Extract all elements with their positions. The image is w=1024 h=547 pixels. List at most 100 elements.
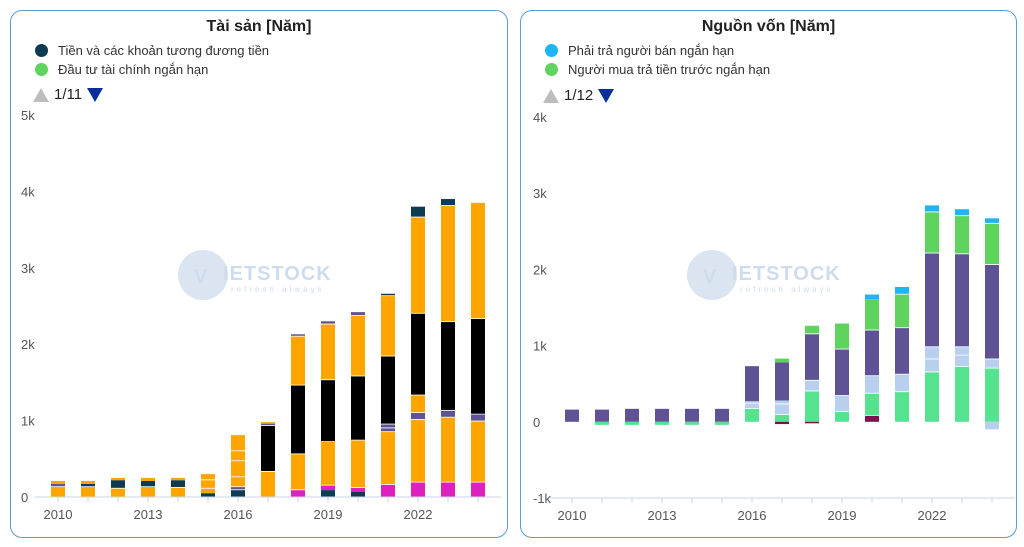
legend-item-payables[interactable]: Phải trả người bán ngắn hạn xyxy=(545,41,770,60)
bar-segment[interactable] xyxy=(231,489,245,491)
bar-segment[interactable] xyxy=(381,428,395,432)
bar-segment[interactable] xyxy=(441,205,455,206)
bar-segment[interactable] xyxy=(351,487,365,492)
bar-segment[interactable] xyxy=(141,487,155,497)
bar-segment[interactable] xyxy=(381,484,395,485)
bar-segment[interactable] xyxy=(471,413,485,415)
bar-segment[interactable] xyxy=(201,474,215,480)
bar-segment[interactable] xyxy=(471,318,485,319)
bar-segment[interactable] xyxy=(201,480,215,488)
bar-segment[interactable] xyxy=(925,372,939,422)
bar-segment[interactable] xyxy=(231,486,245,488)
bar-segment[interactable] xyxy=(381,484,395,497)
bar-segment[interactable] xyxy=(745,401,759,403)
bar-segment[interactable] xyxy=(81,486,95,488)
bar-segment[interactable] xyxy=(81,484,95,487)
bar-segment[interactable] xyxy=(201,493,215,497)
bar-segment[interactable] xyxy=(231,487,245,490)
bar-segment[interactable] xyxy=(351,440,365,488)
bar-segment[interactable] xyxy=(775,404,789,415)
bar-segment[interactable] xyxy=(231,435,245,451)
bar-segment[interactable] xyxy=(171,487,185,488)
bar-segment[interactable] xyxy=(865,415,879,422)
bar-segment[interactable] xyxy=(231,450,245,452)
bar-segment[interactable] xyxy=(441,416,455,418)
bar-segment-negative[interactable] xyxy=(595,421,609,425)
bar-segment[interactable] xyxy=(261,425,275,426)
bar-segment[interactable] xyxy=(775,362,789,401)
bar-segment[interactable] xyxy=(411,419,425,420)
bar-segment[interactable] xyxy=(895,294,909,328)
bar-segment[interactable] xyxy=(381,431,395,433)
bar-segment[interactable] xyxy=(231,461,245,477)
bar-segment[interactable] xyxy=(291,489,305,491)
bar-segment[interactable] xyxy=(171,477,185,481)
bar-segment[interactable] xyxy=(291,335,305,337)
bar-segment[interactable] xyxy=(471,420,485,422)
bar-segment[interactable] xyxy=(471,421,485,482)
bar-segment[interactable] xyxy=(835,395,849,396)
bar-segment-negative[interactable] xyxy=(715,421,729,425)
bar-segment[interactable] xyxy=(955,366,969,367)
bar-segment[interactable] xyxy=(471,318,485,414)
bar-segment[interactable] xyxy=(471,202,485,319)
bar-segment[interactable] xyxy=(51,486,65,488)
bar-segment[interactable] xyxy=(201,487,215,489)
bar-segment[interactable] xyxy=(925,358,939,360)
bar-segment[interactable] xyxy=(955,253,969,255)
pager-down-arrow-icon[interactable] xyxy=(87,87,104,102)
bar-segment[interactable] xyxy=(411,217,425,313)
bar-segment[interactable] xyxy=(745,403,759,409)
bar-segment[interactable] xyxy=(201,479,215,481)
bar-segment[interactable] xyxy=(381,295,395,297)
bar-segment[interactable] xyxy=(865,294,879,300)
bar-segment[interactable] xyxy=(231,460,245,462)
bar-segment[interactable] xyxy=(775,400,789,404)
bar-segment[interactable] xyxy=(805,390,819,392)
bar-segment[interactable] xyxy=(895,286,909,294)
bar-segment[interactable] xyxy=(805,333,819,335)
bar-segment[interactable] xyxy=(745,402,759,404)
bar-segment[interactable] xyxy=(925,212,939,253)
bar-segment[interactable] xyxy=(985,359,999,368)
bar-segment[interactable] xyxy=(291,454,305,490)
bar-segment[interactable] xyxy=(381,427,395,429)
bar-segment[interactable] xyxy=(895,374,909,392)
bar-segment[interactable] xyxy=(351,312,365,316)
bar-segment[interactable] xyxy=(955,346,969,348)
pager-up-arrow-icon[interactable] xyxy=(33,87,49,102)
bar-segment[interactable] xyxy=(955,216,969,254)
bar-segment[interactable] xyxy=(51,487,65,497)
bar-segment[interactable] xyxy=(835,411,849,412)
bar-segment[interactable] xyxy=(805,325,819,334)
bar-segment[interactable] xyxy=(895,328,909,374)
bar-segment[interactable] xyxy=(291,453,305,455)
bar-segment[interactable] xyxy=(865,414,879,416)
bar-segment-negative[interactable] xyxy=(625,421,639,425)
bar-segment[interactable] xyxy=(381,424,395,428)
bar-segment[interactable] xyxy=(985,368,999,422)
bar-segment[interactable] xyxy=(925,346,939,348)
bar-segment[interactable] xyxy=(835,395,849,412)
pager-up-arrow-icon[interactable] xyxy=(543,88,559,103)
bar-segment[interactable] xyxy=(291,385,305,454)
bar-segment[interactable] xyxy=(351,315,365,376)
bar-segment[interactable] xyxy=(985,222,999,224)
bar-segment[interactable] xyxy=(805,391,819,422)
bar-segment[interactable] xyxy=(411,482,425,497)
bar-segment[interactable] xyxy=(925,371,939,373)
bar-segment[interactable] xyxy=(351,375,365,377)
bar-segment[interactable] xyxy=(411,412,425,413)
bar-segment[interactable] xyxy=(321,490,335,497)
bar-segment[interactable] xyxy=(321,324,335,380)
bar-segment[interactable] xyxy=(865,392,879,394)
bar-segment[interactable] xyxy=(351,487,365,488)
bar-segment[interactable] xyxy=(51,484,65,487)
bar-segment[interactable] xyxy=(411,395,425,413)
bar-segment[interactable] xyxy=(351,315,365,316)
bar-segment[interactable] xyxy=(775,414,789,422)
bar-segment[interactable] xyxy=(321,441,335,442)
bar-segment[interactable] xyxy=(261,471,275,472)
bar-segment-negative[interactable] xyxy=(685,421,699,425)
bar-segment[interactable] xyxy=(291,334,305,336)
